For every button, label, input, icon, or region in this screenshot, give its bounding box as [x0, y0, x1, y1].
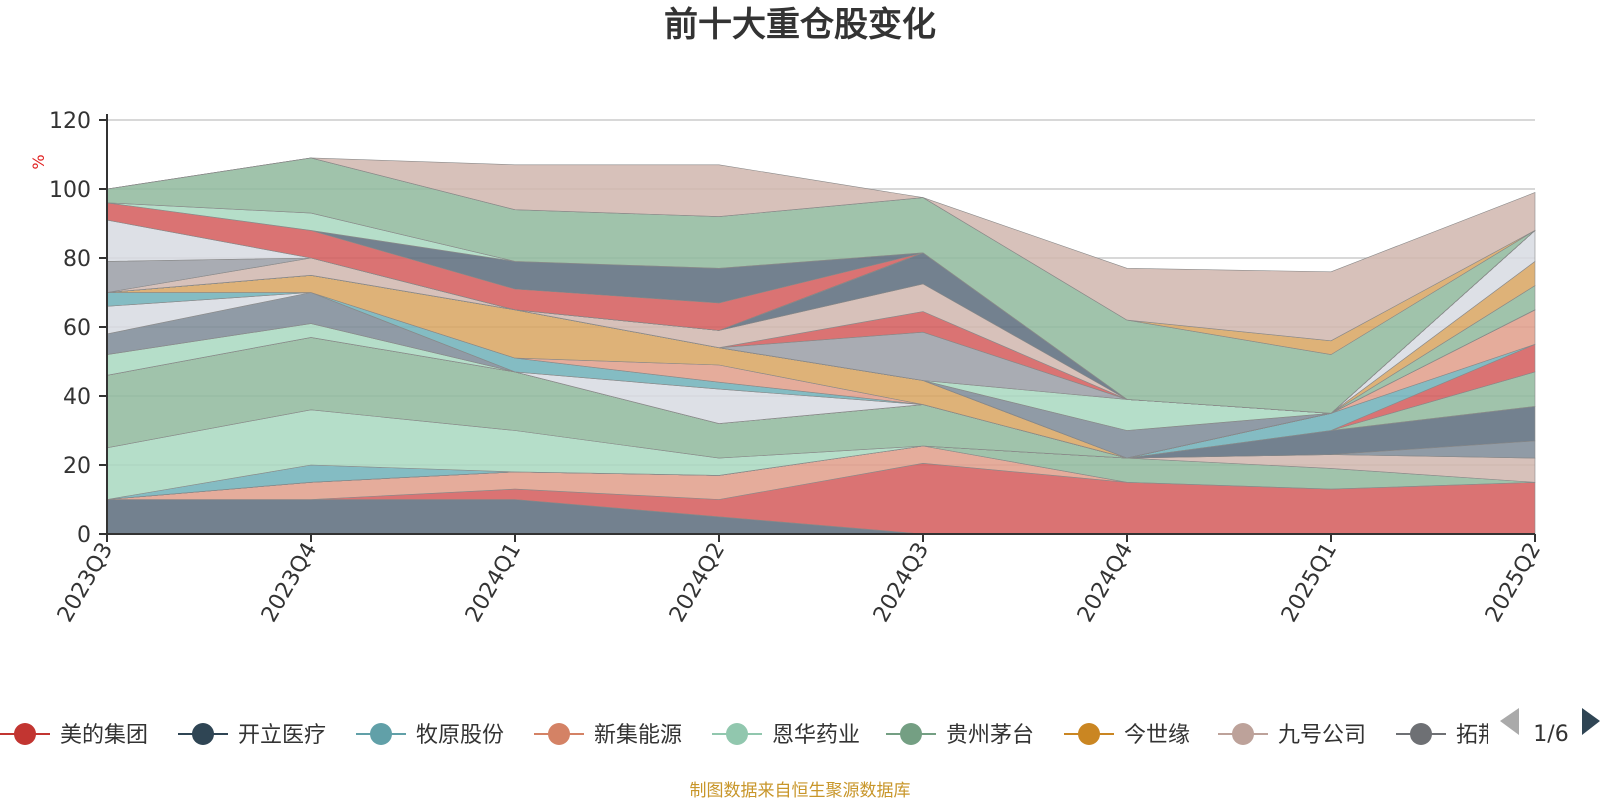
- x-tick-label: 2024Q1: [461, 539, 526, 627]
- legend-label: 今世缘: [1124, 723, 1190, 748]
- y-axis-unit: %: [29, 154, 48, 169]
- legend-label: 贵州茅台: [946, 723, 1034, 748]
- x-tick-label: 2025Q2: [1481, 539, 1546, 627]
- area-series-39: [106, 157, 1536, 342]
- y-tick-label: 0: [77, 523, 91, 548]
- legend-label: 恩华药业: [772, 723, 860, 748]
- legend[interactable]: 美的集团 开立医疗 牧原股份 新集能源 恩华药业 贵州茅台 今世缘 九号公司 拓荆: [0, 723, 1500, 748]
- legend-pager[interactable]: 1/6: [1500, 708, 1600, 747]
- legend-marker-icon: [1078, 723, 1100, 745]
- legend-label: 九号公司: [1278, 723, 1366, 748]
- x-tick-label: 2023Q4: [257, 539, 322, 627]
- legend-label: 美的集团: [60, 723, 148, 748]
- legend-item[interactable]: 贵州茅台: [886, 723, 1034, 748]
- x-tick-label: 2024Q3: [869, 539, 934, 627]
- legend-prev-arrow-icon[interactable]: [1500, 708, 1519, 735]
- y-tick-label: 120: [49, 109, 91, 134]
- x-tick-label: 2024Q2: [665, 539, 730, 627]
- legend-marker-icon: [726, 723, 748, 745]
- legend-marker-icon: [548, 723, 570, 745]
- legend-item[interactable]: 恩华药业: [712, 723, 860, 748]
- legend-item[interactable]: 九号公司: [1218, 723, 1366, 748]
- x-tick-label: 2025Q1: [1277, 539, 1342, 627]
- y-tick-label: 60: [63, 316, 91, 341]
- legend-item[interactable]: 开立医疗: [178, 723, 326, 748]
- legend-item[interactable]: 新集能源: [534, 723, 682, 748]
- legend-marker-icon: [14, 723, 36, 745]
- y-tick-label: 40: [63, 385, 91, 410]
- legend-marker-icon: [1232, 723, 1254, 745]
- y-tick-label: 100: [49, 178, 91, 203]
- legend-item[interactable]: 今世缘: [1064, 723, 1190, 748]
- legend-item[interactable]: 牧原股份: [356, 723, 504, 748]
- legend-marker-icon: [370, 723, 392, 745]
- legend-marker-icon: [1410, 723, 1432, 745]
- legend-next-arrow-icon[interactable]: [1582, 708, 1600, 735]
- x-tick-label: 2024Q4: [1073, 539, 1138, 627]
- legend-item[interactable]: 美的集团: [0, 723, 148, 748]
- legend-label: 新集能源: [594, 723, 682, 748]
- legend-marker-icon: [192, 723, 214, 745]
- legend-page-indicator: 1/6: [1533, 722, 1568, 747]
- legend-label: 牧原股份: [416, 723, 504, 748]
- legend-label: 拓荆: [1456, 723, 1500, 748]
- stacked-areas: [106, 157, 1536, 535]
- y-tick-label: 20: [63, 454, 91, 479]
- source-note: 制图数据来自恒生聚源数据库: [690, 781, 911, 800]
- legend-item[interactable]: 拓荆: [1396, 723, 1500, 748]
- legend-label: 开立医疗: [238, 723, 326, 748]
- legend-marker-icon: [900, 723, 922, 745]
- x-tick-label: 2023Q3: [53, 539, 118, 627]
- y-tick-label: 80: [63, 247, 91, 272]
- chart-title: 前十大重仓股变化: [664, 5, 936, 45]
